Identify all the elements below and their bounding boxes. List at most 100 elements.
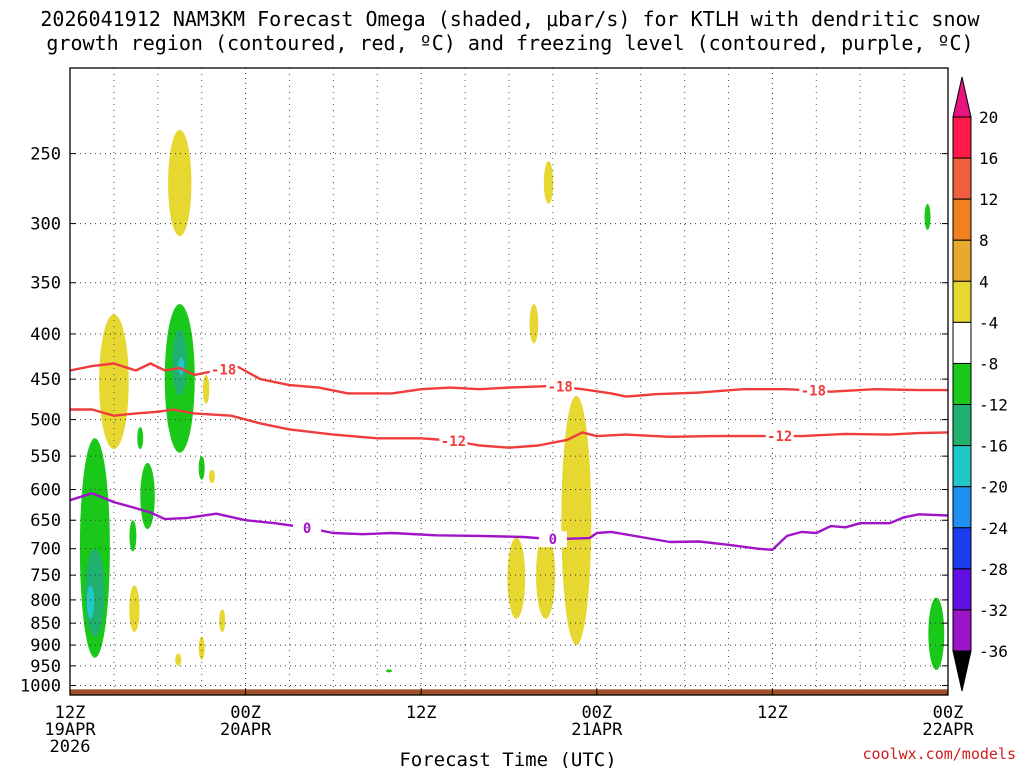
y-tick-label: 400 <box>30 325 61 345</box>
colorbar-label: 20 <box>979 108 998 127</box>
plot-area: -18 -18 -18 -12 -12 0 0 250 300 350 400 450 500 550 60… <box>20 67 974 757</box>
colorbar-segment-4 <box>952 280 972 323</box>
x-tick-label: 12Z <box>55 703 86 723</box>
omega-region-12 <box>175 653 182 666</box>
omega-region-4 <box>129 520 137 552</box>
contour-label-1-1: -12 <box>767 429 792 445</box>
colorbar-label: 16 <box>979 149 998 168</box>
x-tick-label: 12Z <box>757 703 788 723</box>
x-tick-label: 22APR <box>922 720 974 740</box>
contour-label-bg <box>293 519 322 536</box>
colorbar-label: -32 <box>979 601 1008 620</box>
y-tick-label: 550 <box>30 447 61 467</box>
contour-label-0-2: -18 <box>801 384 826 400</box>
contour-label-bg <box>439 432 468 449</box>
y-tick-label: 600 <box>30 481 61 501</box>
y-tick-label: 450 <box>30 370 61 390</box>
omega-region-6 <box>137 427 144 450</box>
colorbar-label: 4 <box>979 272 989 291</box>
contour-label-0-1: -18 <box>548 380 573 396</box>
colorbar-label: -8 <box>979 354 998 373</box>
x-tick-label: 12Z <box>406 703 437 723</box>
colorbar-bottom-triangle <box>952 650 972 692</box>
contour-label-bg <box>538 531 567 548</box>
omega-region-21 <box>543 161 554 204</box>
colorbar-segment-5 <box>952 321 972 364</box>
omega-region-13 <box>198 456 205 480</box>
contour-label-bg <box>209 361 238 378</box>
omega-region-10 <box>178 357 185 375</box>
omega-region-14 <box>202 374 210 404</box>
colorbar-label: -4 <box>979 313 998 332</box>
x-tick-label: 00Z <box>230 703 261 723</box>
colorbar-segment-3 <box>952 239 972 282</box>
y-tick-label: 800 <box>30 591 61 611</box>
colorbar-label: -28 <box>979 560 1008 579</box>
credit-text: coolwx.com/models <box>862 745 1016 763</box>
x-tick-label: 00Z <box>933 703 964 723</box>
y-tick-label: 250 <box>30 145 61 165</box>
omega-region-23 <box>561 395 592 646</box>
colorbar-segment-1 <box>952 157 972 200</box>
colorbar-segment-7 <box>952 404 972 447</box>
contour-label-bg <box>765 428 794 445</box>
colorbar: 20 16 12 8 4 -4 -8 -12 -16 -20 -24 -28 -32 -36 <box>952 76 1008 692</box>
omega-region-11 <box>168 129 192 237</box>
y-tick-label: 850 <box>30 614 61 634</box>
colorbar-label: -12 <box>979 396 1008 415</box>
colorbar-segment-6 <box>952 362 972 406</box>
y-tick-label: 950 <box>30 657 61 677</box>
x-tick-label: 19APR <box>44 720 96 740</box>
x-tick-label: 00Z <box>581 703 612 723</box>
colorbar-label: -36 <box>979 642 1008 661</box>
y-tick-label: 700 <box>30 540 61 560</box>
omega-region-18 <box>386 669 393 673</box>
y-tick-label: 1000 <box>20 677 61 697</box>
omega-region-25 <box>924 203 931 230</box>
contour-label-2-1: 0 <box>549 532 557 548</box>
contour-label-bg <box>799 382 828 399</box>
contour-label-0-0: -18 <box>211 362 236 378</box>
chart-title-line2: growth region (contoured, red, ºC) and f… <box>46 31 973 55</box>
colorbar-label: -20 <box>979 478 1008 497</box>
omega-region-16 <box>198 636 205 660</box>
y-tick-label: 650 <box>30 511 61 531</box>
colorbar-segment-2 <box>952 198 972 241</box>
plot-frame <box>69 67 949 696</box>
colorbar-label: 8 <box>979 231 989 250</box>
omega-region-7 <box>140 463 155 529</box>
y-tick-label: 900 <box>30 636 61 656</box>
colorbar-label: -24 <box>979 519 1008 538</box>
x-axis-label: Forecast Time (UTC) <box>399 749 616 768</box>
colorbar-label: 12 <box>979 190 998 209</box>
y-tick-label: 500 <box>30 411 61 431</box>
omega-region-22 <box>529 304 539 344</box>
colorbar-segment-12 <box>952 609 972 652</box>
contour-line-0 <box>69 362 948 398</box>
omega-region-5 <box>129 585 140 633</box>
colorbar-segment-10 <box>952 527 972 570</box>
contour-label-2-0: 0 <box>303 521 311 537</box>
colorbar-segment-9 <box>952 486 972 529</box>
x-tick-label: 21APR <box>571 720 623 740</box>
omega-region-17 <box>219 609 226 633</box>
contour-label-bg <box>546 378 575 395</box>
y-tick-label: 350 <box>30 274 61 294</box>
omega-region-2 <box>86 585 95 619</box>
colorbar-segment-8 <box>952 445 972 488</box>
y-tick-label: 750 <box>30 566 61 586</box>
omega-region-15 <box>208 469 215 484</box>
chart-title-line1: 2026041912 NAM3KM Forecast Omega (shaded… <box>40 7 980 31</box>
colorbar-segment-11 <box>952 568 972 611</box>
omega-region-19 <box>507 537 526 619</box>
colorbar-label: -16 <box>979 437 1008 456</box>
x-tick-label: 2026 <box>50 737 91 757</box>
contour-line-2 <box>69 492 949 551</box>
omega-region-24 <box>928 597 945 670</box>
colorbar-top-triangle <box>952 76 972 118</box>
contour-label-1-0: -12 <box>441 434 466 450</box>
y-tick-label: 300 <box>30 215 61 235</box>
colorbar-segment-0 <box>952 116 972 159</box>
